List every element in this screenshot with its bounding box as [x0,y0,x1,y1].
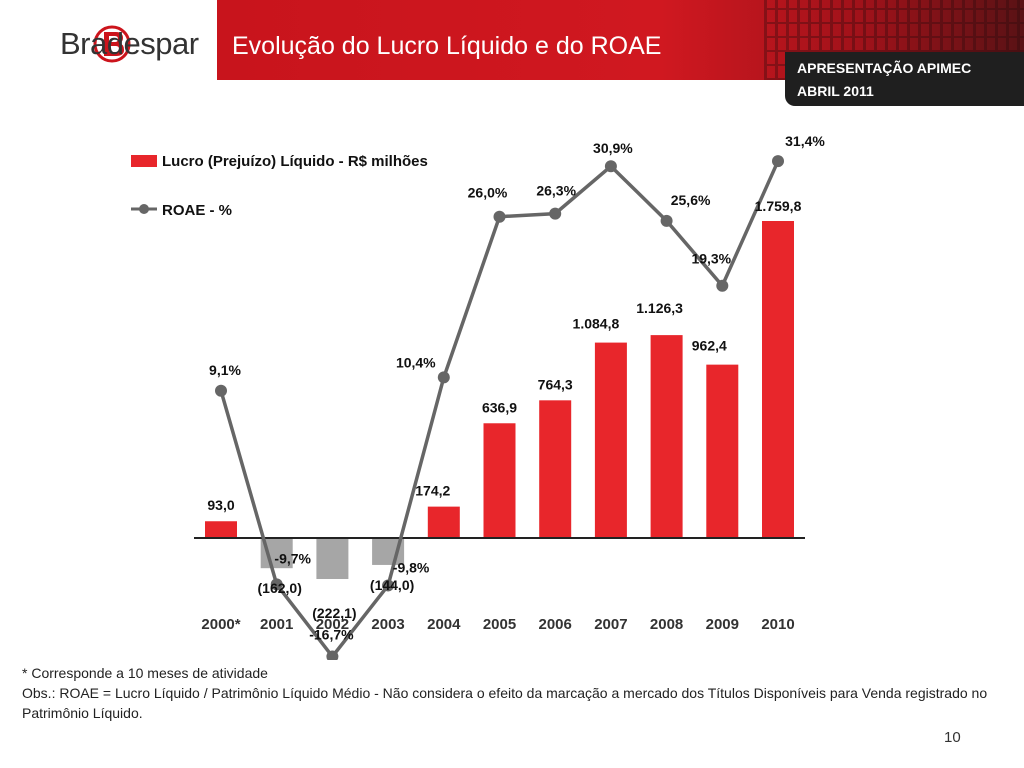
x-tick-label: 2003 [371,616,404,633]
profit-bar-2004 [427,506,460,538]
x-tick-label: 2005 [483,616,516,633]
roae-value-label: 31,4% [785,133,825,149]
profit-value-label: (162,0) [258,580,302,596]
x-tick-label: 2001 [260,616,293,633]
roae-point-2010 [772,155,784,168]
profit-value-label: 636,9 [482,399,517,415]
legend-line-marker [139,204,149,214]
roae-point-2006 [549,207,562,220]
footnote-period: * Corresponde a 10 meses de atividade [22,665,268,681]
x-tick-label: 2009 [706,616,739,633]
roae-point-2004 [437,371,450,384]
roae-point-2009 [716,279,729,292]
legend: Lucro (Prejuízo) Líquido - R$ milhões RO… [131,153,428,219]
profit-value-label: 962,4 [692,338,727,354]
legend-line-label: ROAE - % [162,202,232,219]
footnote-roae: Obs.: ROAE = Lucro Líquido / Patrimônio … [22,685,988,721]
roae-value-label: -9,7% [274,550,311,566]
profit-value-label: 1.126,3 [636,300,683,316]
event-date: ABRIL 2011 [797,83,874,99]
profit-roae-chart: Lucro (Prejuízo) Líquido - R$ milhões RO… [131,133,825,660]
roae-point-2003 [382,579,395,592]
roae-value-label: 26,3% [536,183,576,199]
roae-value-label: 9,1% [209,362,241,378]
roae-point-2008 [660,214,673,227]
roae-value-label: 19,3% [691,251,731,267]
profit-bar-2005 [483,423,516,538]
x-tick-label: 2004 [427,616,461,633]
roae-point-2005 [493,210,506,223]
footnotes: * Corresponde a 10 meses de atividade Ob… [22,663,1012,723]
profit-value-label: 764,3 [538,376,573,392]
profit-bar-2009 [706,364,739,538]
profit-bar-2007 [594,342,627,538]
roae-value-label: 25,6% [671,192,711,208]
header: Bradespar Evolução do Lucro Líquido e do… [0,0,1024,106]
profit-value-label: 174,2 [415,483,450,499]
title-band [217,0,1024,80]
profit-value-label: (144,0) [370,577,414,593]
event-badge [785,52,1024,106]
roae-point-2007 [604,160,617,173]
profit-value-label: 93,0 [207,497,234,513]
roae-value-label: 10,4% [396,354,436,370]
profit-value-label: (222,1) [312,605,356,621]
event-title: APRESENTAÇÃO APIMEC [797,60,972,76]
x-tick-label: 2008 [650,616,683,633]
x-tick-label: 2010 [761,616,794,633]
bradespar-logo-icon [93,25,131,63]
logo-text: Bradespar [60,26,199,61]
profit-bar-2008 [650,335,683,538]
legend-bar-label: Lucro (Prejuízo) Líquido - R$ milhões [162,153,428,170]
x-tick-label: 2000* [201,616,240,633]
profit-bar-2010 [762,221,794,538]
roae-value-label: -16,7% [309,627,354,643]
x-tick-label: 2006 [539,616,572,633]
x-tick-label: 2007 [594,616,627,633]
roae-point-2000* [215,384,227,397]
x-tick-label: 2002 [316,616,349,633]
roae-value-label: 26,0% [468,185,508,201]
page-title: Evolução do Lucro Líquido e do ROAE [232,32,662,60]
page-number: 10 [944,729,961,746]
roae-value-label: 30,9% [593,140,633,156]
roae-point-2002 [326,650,339,660]
legend-bar-swatch [131,155,157,167]
profit-bar-2002 [316,539,349,580]
profit-value-label: 1.759,8 [755,198,802,214]
profit-bar-2000* [205,521,237,538]
profit-bar-2006 [539,400,572,538]
profit-value-label: 1.084,8 [573,316,620,332]
roae-value-label: -9,8% [393,559,430,575]
roae-point-2001 [270,578,283,591]
